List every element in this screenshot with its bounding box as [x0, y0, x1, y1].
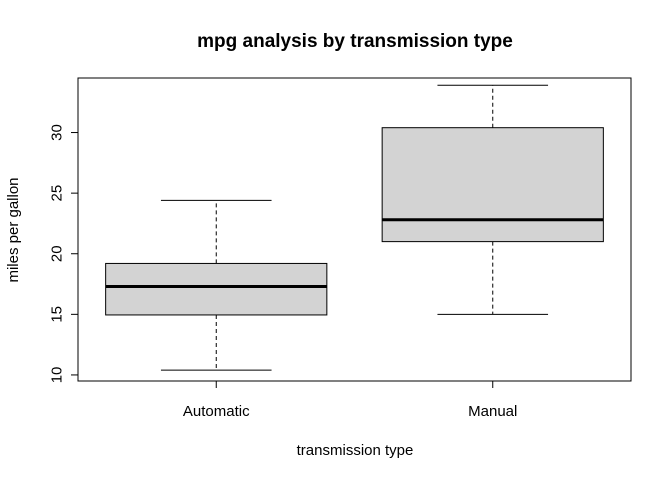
y-tick-label: 10 — [48, 367, 65, 384]
y-tick-label: 20 — [48, 245, 65, 262]
box-group-automatic — [105, 199, 328, 371]
x-tick-label: Automatic — [183, 403, 250, 420]
y-axis-title: miles per gallon — [5, 177, 22, 282]
y-tick-label: 15 — [48, 306, 65, 323]
box-iqr — [381, 127, 604, 243]
x-tick-label: Manual — [468, 403, 517, 420]
box-group-manual — [381, 84, 604, 315]
chart-title: mpg analysis by transmission type — [197, 31, 513, 52]
x-axis: Automatic Manual — [183, 380, 517, 420]
y-axis: 10 15 20 25 30 — [48, 124, 79, 384]
y-tick-label: 30 — [48, 124, 65, 141]
x-axis-title: transmission type — [297, 442, 414, 459]
boxes-layer — [105, 84, 604, 371]
y-tick-label: 25 — [48, 185, 65, 202]
box-iqr — [105, 262, 328, 316]
